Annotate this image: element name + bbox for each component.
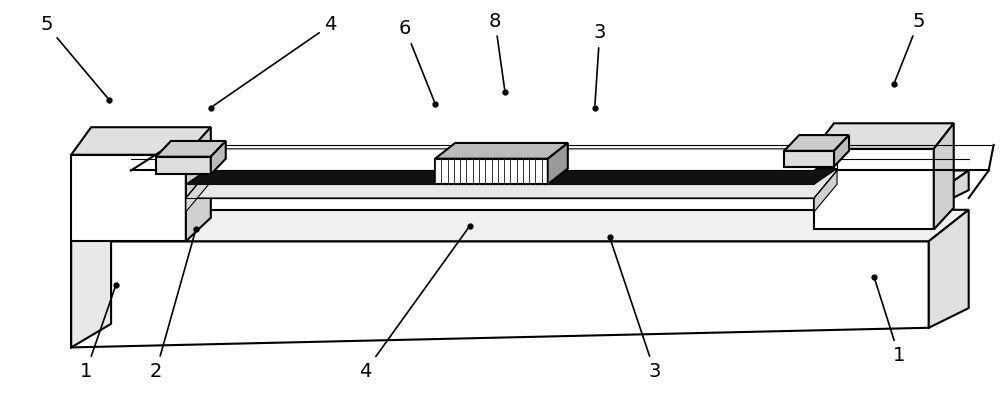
Polygon shape [111, 170, 969, 198]
Polygon shape [71, 210, 111, 347]
Polygon shape [71, 210, 969, 241]
Polygon shape [211, 141, 226, 174]
Polygon shape [186, 149, 837, 170]
Polygon shape [186, 127, 211, 241]
Polygon shape [548, 143, 568, 184]
Text: 1: 1 [80, 287, 115, 381]
Polygon shape [186, 170, 837, 198]
Polygon shape [929, 170, 969, 210]
Polygon shape [435, 159, 548, 184]
Text: 3: 3 [594, 23, 606, 105]
Text: 4: 4 [359, 228, 468, 381]
Text: 2: 2 [150, 232, 195, 381]
Polygon shape [111, 198, 929, 210]
Text: 5: 5 [895, 11, 925, 82]
Polygon shape [814, 123, 954, 149]
Polygon shape [71, 155, 186, 241]
Polygon shape [186, 170, 209, 212]
Text: 5: 5 [40, 15, 107, 97]
Text: 8: 8 [489, 11, 505, 89]
Polygon shape [814, 149, 934, 229]
Polygon shape [784, 151, 834, 167]
Text: 3: 3 [611, 240, 661, 381]
Polygon shape [186, 169, 837, 184]
Text: 6: 6 [399, 19, 434, 101]
Polygon shape [834, 135, 849, 167]
Text: 4: 4 [213, 15, 337, 106]
Polygon shape [71, 127, 211, 155]
Text: 1: 1 [875, 279, 905, 365]
Polygon shape [814, 170, 837, 212]
Polygon shape [435, 143, 568, 159]
Polygon shape [156, 141, 226, 157]
Polygon shape [784, 135, 849, 151]
Polygon shape [71, 241, 929, 347]
Polygon shape [929, 210, 969, 328]
Polygon shape [156, 157, 211, 174]
Polygon shape [934, 123, 954, 229]
